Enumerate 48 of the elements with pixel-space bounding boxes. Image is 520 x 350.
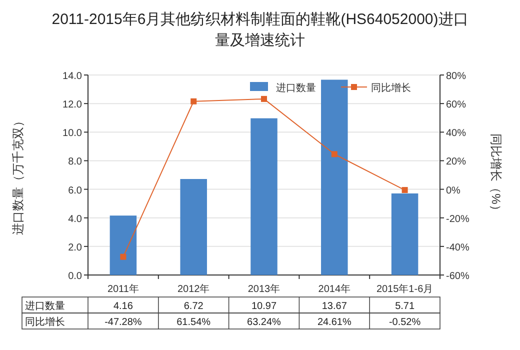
data-label: 6.72 bbox=[184, 301, 204, 312]
point bbox=[402, 187, 408, 194]
y2-tick-label: 80% bbox=[446, 71, 466, 82]
text: 进口数量 bbox=[25, 301, 65, 312]
x-tick-label: 2012年 bbox=[177, 283, 210, 295]
x-tick-label: 2013年 bbox=[248, 283, 280, 295]
y2-axis-title: 同比增长（%） bbox=[489, 134, 503, 216]
bar bbox=[321, 80, 348, 275]
chart-title: 2011-2015年6月其他纺织材料制鞋面的鞋靴(HS64052000)进口量及增速统计 bbox=[52, 11, 468, 49]
y-tick-label: 0.0 bbox=[68, 271, 82, 282]
bar bbox=[180, 179, 207, 275]
y-tick-label: 8.0 bbox=[68, 156, 82, 168]
data-label: 4.16 bbox=[113, 301, 134, 312]
y-axis-title: 进口数量（万千克双） bbox=[11, 115, 25, 235]
point bbox=[120, 254, 126, 260]
y2-tick-label: -20% bbox=[446, 214, 470, 225]
data-label: -47.28% bbox=[104, 317, 142, 328]
data-label: 24.61% bbox=[317, 317, 352, 328]
y-tick-label: 6.0 bbox=[68, 185, 82, 196]
y2-tick-label: 0% bbox=[446, 185, 461, 196]
point bbox=[331, 151, 338, 158]
legend-label: 同比增长 bbox=[371, 82, 411, 94]
bar bbox=[250, 118, 278, 275]
point bbox=[190, 98, 197, 104]
y2-tick-label: 20% bbox=[446, 156, 466, 168]
data-label: 61.54% bbox=[176, 317, 211, 328]
data-label: 10.97 bbox=[251, 301, 277, 312]
y2-tick-label: -40% bbox=[446, 242, 470, 254]
y2-tick-label: 60% bbox=[446, 100, 466, 111]
x-tick-label: 2011年 bbox=[107, 283, 139, 295]
y-tick-label: 2.0 bbox=[68, 242, 82, 254]
data-label: 13.67 bbox=[322, 301, 348, 312]
y2-tick-label: -60% bbox=[446, 271, 470, 282]
data-label: 5.71 bbox=[395, 301, 415, 312]
point bbox=[261, 96, 267, 102]
y2-tick-label: 40% bbox=[446, 128, 466, 140]
y-tick-label: 14.0 bbox=[62, 71, 82, 82]
text: 同比增长 bbox=[25, 317, 65, 328]
y-tick-label: 4.0 bbox=[68, 214, 82, 225]
bar bbox=[110, 216, 137, 275]
x-tick-label: 2014年 bbox=[318, 283, 351, 295]
y-tick-label: 12.0 bbox=[62, 100, 82, 111]
bar bbox=[391, 193, 418, 275]
data-label: 63.24% bbox=[247, 317, 282, 328]
legend-label: 进口数量 bbox=[276, 82, 316, 94]
data-label: -0.52% bbox=[388, 317, 421, 328]
x-tick-label: 2015年1-6月 bbox=[376, 283, 434, 295]
y-tick-label: 10.0 bbox=[62, 128, 82, 140]
